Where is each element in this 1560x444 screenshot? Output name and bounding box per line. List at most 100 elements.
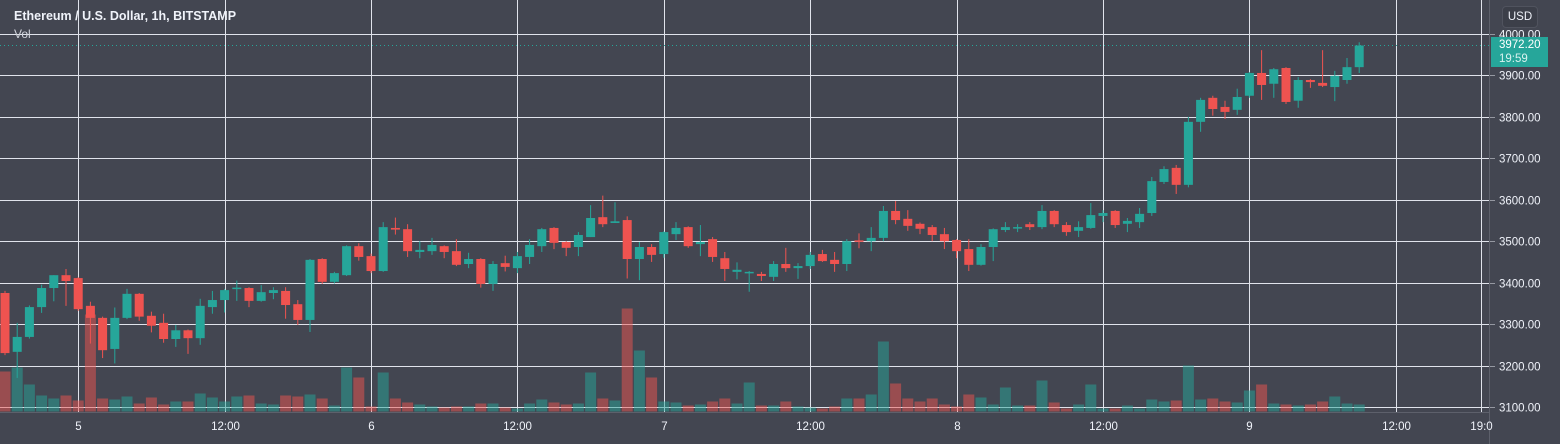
candle-body <box>232 287 242 290</box>
candle-body <box>207 300 217 308</box>
volume-bar <box>1256 384 1268 412</box>
candle <box>549 227 559 250</box>
candle-body <box>512 256 522 269</box>
volume-bar <box>280 395 292 412</box>
candle-body <box>378 227 388 272</box>
candle-body <box>293 304 303 320</box>
candle <box>195 298 205 345</box>
price-tick-label: 3400.00 <box>1499 279 1541 291</box>
volume-bar <box>914 401 926 412</box>
candle <box>976 244 986 266</box>
candle-body <box>805 254 815 267</box>
candle <box>98 316 108 359</box>
volume-bar <box>536 399 548 412</box>
volume-bar <box>1280 404 1292 412</box>
candle-body <box>451 251 461 265</box>
bar-countdown: 19:59 <box>1499 53 1528 65</box>
candle <box>366 253 376 274</box>
candle-body <box>439 246 449 252</box>
candle-body <box>1318 82 1328 86</box>
time-axis-labels[interactable]: 5 12:00 6 12:00 7 12:00 8 12:00 9 12:00 19:0 <box>75 421 1492 433</box>
volume-bar <box>853 398 865 412</box>
candle <box>525 239 535 264</box>
candle <box>1305 79 1315 88</box>
volume-bar <box>1304 404 1316 412</box>
candle-body <box>464 259 474 264</box>
volume-bar <box>1158 401 1170 412</box>
candle-body <box>49 275 59 289</box>
candle-body <box>927 227 937 235</box>
candle <box>159 313 169 343</box>
volume-bar <box>524 403 536 412</box>
candle-body <box>695 242 705 245</box>
volume-bar <box>304 394 316 412</box>
candle-body <box>1354 45 1364 68</box>
candle <box>61 268 71 306</box>
candle <box>171 324 181 347</box>
volume-bar <box>36 395 48 412</box>
volume-bar <box>475 403 487 412</box>
volume-indicator-label[interactable]: Vol <box>14 27 31 41</box>
volume-bar <box>1073 404 1085 412</box>
candle-body <box>329 273 339 282</box>
candle <box>878 205 888 242</box>
candle <box>1147 176 1157 216</box>
time-tick-label: 12:00 <box>1382 421 1411 433</box>
candle-body <box>598 217 608 225</box>
candle <box>1171 164 1181 194</box>
candle <box>1037 205 1047 230</box>
volume-bar <box>1109 408 1121 412</box>
candle <box>390 217 400 235</box>
candle-body <box>537 229 547 247</box>
candle-body <box>195 305 205 339</box>
volume-bar <box>1134 408 1146 412</box>
candle-body <box>952 239 962 252</box>
candle <box>1183 116 1193 188</box>
volume-bar <box>999 387 1011 412</box>
volume-bar <box>511 408 523 412</box>
candle-body <box>366 256 376 272</box>
volume-bar <box>719 398 731 412</box>
candle-body <box>1330 75 1340 88</box>
volume-bar <box>1182 365 1194 412</box>
candle-body <box>390 227 400 230</box>
candle-body <box>720 258 730 269</box>
volume-bar <box>97 398 109 412</box>
price-axis[interactable] <box>1490 0 1560 444</box>
volume-bar <box>1146 399 1158 412</box>
candle <box>110 307 120 364</box>
volume-bar <box>414 404 426 412</box>
volume-bar <box>84 314 96 412</box>
volume-bar <box>487 403 499 412</box>
candle <box>1086 203 1096 229</box>
candle <box>244 287 254 308</box>
currency-button[interactable]: USD <box>1502 6 1538 28</box>
candle-body <box>1183 121 1193 185</box>
candle <box>415 241 425 259</box>
volume-bar <box>1353 404 1365 412</box>
candle-body <box>732 269 742 272</box>
candle <box>1025 222 1035 231</box>
candle <box>305 259 315 332</box>
candle <box>1000 222 1010 233</box>
volume-bar <box>109 399 121 412</box>
candle <box>354 243 364 261</box>
volume-bar <box>1268 403 1280 412</box>
candle-body <box>1281 67 1291 102</box>
price-tick-label: 3500.00 <box>1499 237 1541 249</box>
volume-bar <box>877 341 889 412</box>
candle-body <box>1135 213 1145 223</box>
candle-body <box>146 315 156 326</box>
candle-body <box>171 330 181 339</box>
price-tick-label: 3600.00 <box>1499 196 1541 208</box>
volume-bar <box>121 396 133 412</box>
candle <box>24 305 34 339</box>
volume-bar <box>1329 396 1341 412</box>
volume-bar <box>597 398 609 412</box>
candle-body <box>525 244 535 257</box>
candle-body <box>586 217 596 238</box>
candle <box>927 225 937 242</box>
volume-bar <box>609 400 621 412</box>
candle <box>1257 50 1267 100</box>
